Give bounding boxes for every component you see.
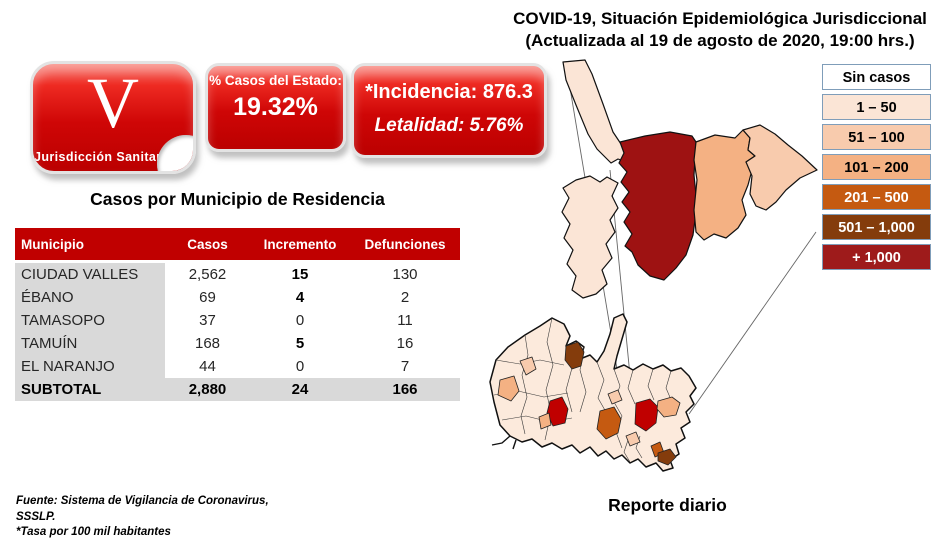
jurisdiction-label: Jurisdicción Sanitaria <box>34 150 173 164</box>
state-municipality <box>657 448 677 466</box>
table-row: EL NARANJO 44 0 7 <box>15 355 460 378</box>
state-municipality <box>634 398 659 432</box>
table-row: TAMUÍN 168 5 16 <box>15 332 460 355</box>
choropleth-map <box>489 59 818 472</box>
legend-label: 51 – 100 <box>848 130 905 146</box>
cell-casos: 37 <box>199 312 216 329</box>
badge-corner-notch <box>157 135 193 171</box>
lethality-value: Letalidad: 5.76% <box>374 115 524 136</box>
cell-casos: 69 <box>199 289 216 306</box>
cell-subtotal-casos: 2,880 <box>165 378 250 401</box>
cell-municipio: TAMASOPO <box>15 309 165 332</box>
jurisdiction-map <box>561 59 818 299</box>
state-municipality <box>596 406 622 440</box>
cell-defunciones: 130 <box>392 266 418 283</box>
cell-defunciones: 16 <box>396 335 414 352</box>
municipality-ciudad-valles <box>618 131 698 281</box>
col-header-defunciones: Defunciones <box>350 228 460 263</box>
table-row: ÉBANO 69 4 2 <box>15 286 460 309</box>
municipality-ebano <box>742 124 818 211</box>
legend-item: 501 – 1,000 <box>822 214 931 240</box>
incidence-lethality-box: *Incidencia: 876.3 Letalidad: 5.76% <box>351 63 547 158</box>
legend-label: 101 – 200 <box>844 160 909 176</box>
table-row: CIUDAD VALLES 2,562 15 130 <box>15 263 460 286</box>
cell-defunciones: 2 <box>400 289 410 306</box>
state-municipality <box>538 412 552 430</box>
state-municipality <box>497 375 520 402</box>
cell-municipio: ÉBANO <box>15 286 165 309</box>
cell-incremento: 0 <box>295 312 305 329</box>
cell-defunciones: 7 <box>400 358 410 375</box>
cell-casos: 2,562 <box>188 266 227 283</box>
page-title-line1: COVID-19, Situación Epidemiológica Juris… <box>513 9 927 28</box>
legend-item: + 1,000 <box>822 244 931 270</box>
legend-label: Sin casos <box>842 70 911 86</box>
state-municipality <box>607 389 623 405</box>
cell-subtotal-incremento: 24 <box>250 378 350 401</box>
municipality-tamuin <box>693 129 756 241</box>
col-header-casos: Casos <box>165 228 250 263</box>
jurisdiction-badge: V Jurisdicción Sanitaria <box>30 61 196 174</box>
legend-label: 501 – 1,000 <box>838 220 915 236</box>
source-line3: *Tasa por 100 mil habitantes <box>16 526 171 538</box>
state-municipality <box>625 431 641 447</box>
page-title-line2: (Actualizada al 19 de agosto de 2020, 19… <box>525 30 915 50</box>
state-map <box>489 313 697 472</box>
state-outline <box>489 313 697 472</box>
state-share-box: % Casos del Estado: 19.32% <box>205 63 346 152</box>
cell-municipio: EL NARANJO <box>15 355 165 378</box>
cell-casos: 168 <box>194 335 221 352</box>
table-header-row: Municipio Casos Incremento Defunciones <box>15 228 460 263</box>
state-municipality <box>564 341 585 370</box>
subtotal-row: SUBTOTAL 2,880 24 166 <box>15 378 460 401</box>
jurisdiction-number: V <box>87 63 139 143</box>
cell-incremento: 4 <box>295 289 305 306</box>
source-line2: SSSLP. <box>16 510 56 523</box>
col-header-incremento: Incremento <box>250 228 350 263</box>
cell-subtotal-defunciones: 166 <box>350 378 460 401</box>
state-share-value: 19.32% <box>233 92 318 121</box>
report-type-label: Reporte diario <box>608 495 727 515</box>
cell-incremento: 15 <box>291 266 309 283</box>
legend-item: 51 – 100 <box>822 124 931 150</box>
cell-municipio: TAMUÍN <box>15 332 165 355</box>
legend-label: 1 – 50 <box>856 100 897 116</box>
legend-item: 201 – 500 <box>822 184 931 210</box>
cell-incremento: 0 <box>295 358 305 375</box>
state-river-lines <box>491 435 517 450</box>
municipality-tamasopo <box>561 175 619 299</box>
cell-defunciones: 11 <box>397 312 413 329</box>
state-share-label: % Casos del Estado: <box>209 73 342 88</box>
cases-table: Municipio Casos Incremento Defunciones C… <box>15 228 460 401</box>
col-header-municipio: Municipio <box>15 228 165 263</box>
legend-label: 201 – 500 <box>844 190 909 206</box>
table-title: Casos por Municipio de Residencia <box>90 189 385 209</box>
legend-label: + 1,000 <box>852 250 901 266</box>
map-legend: Sin casos 1 – 50 51 – 100 101 – 200 201 … <box>822 64 931 274</box>
cell-incremento: 5 <box>295 335 305 352</box>
page-title: COVID-19, Situación Epidemiológica Juris… <box>500 8 940 51</box>
legend-item: Sin casos <box>822 64 931 90</box>
cell-subtotal-label: SUBTOTAL <box>15 378 165 401</box>
legend-item: 101 – 200 <box>822 154 931 180</box>
incidence-value: *Incidencia: 876.3 <box>365 81 533 103</box>
state-municipality <box>656 396 681 418</box>
table-row: TAMASOPO 37 0 11 <box>15 309 460 332</box>
cell-municipio: CIUDAD VALLES <box>15 263 165 286</box>
cell-casos: 44 <box>199 358 216 375</box>
state-municipality <box>519 356 537 376</box>
source-note: Fuente: Sistema de Vigilancia de Coronav… <box>16 494 269 541</box>
source-line1: Fuente: Sistema de Vigilancia de Coronav… <box>16 495 269 507</box>
legend-item: 1 – 50 <box>822 94 931 120</box>
municipality-el-naranjo <box>562 59 630 164</box>
state-municipality <box>546 396 569 427</box>
